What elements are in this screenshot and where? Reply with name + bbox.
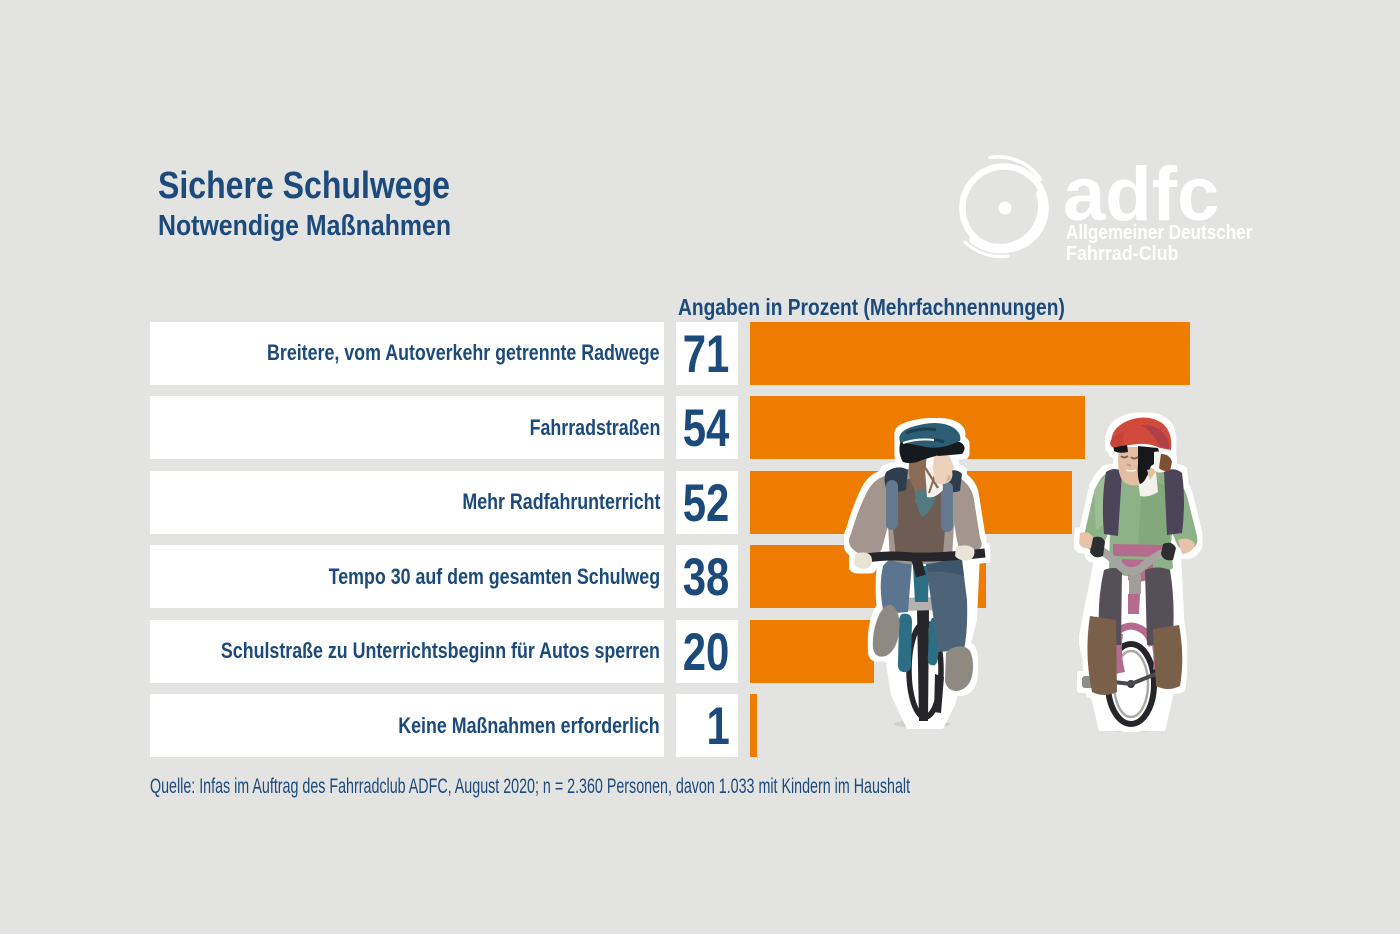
svg-text:Fahrrad-Club: Fahrrad-Club — [1066, 243, 1179, 265]
svg-text:Allgemeiner Deutscher: Allgemeiner Deutscher — [1066, 222, 1253, 245]
svg-text:adfc: adfc — [1063, 152, 1219, 237]
